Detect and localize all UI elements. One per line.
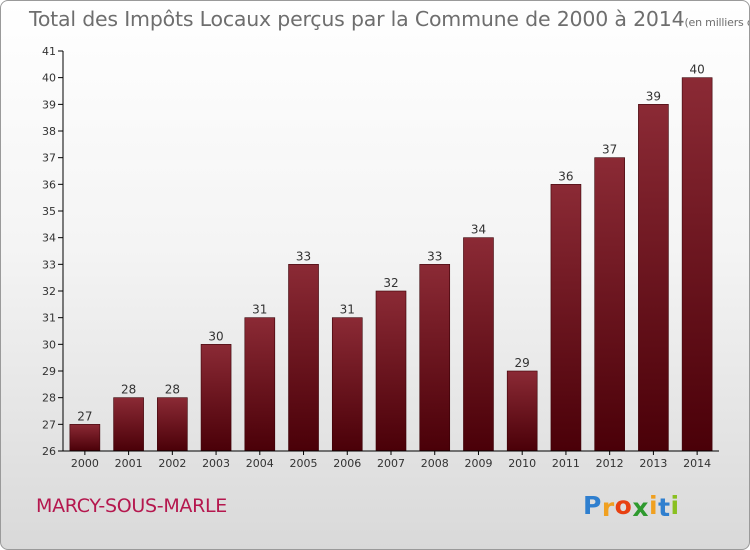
bar-2003	[200, 344, 232, 452]
bar-2011	[550, 184, 582, 452]
y-tick-label-38: 38	[42, 125, 56, 138]
x-tick-label-2011: 2011	[552, 457, 580, 470]
data-label-2001: 28	[121, 383, 136, 397]
data-label-2011: 36	[558, 169, 573, 183]
y-tick-label-35: 35	[42, 205, 56, 218]
y-tick-label-37: 37	[42, 152, 56, 165]
bar-2000	[69, 424, 101, 452]
bar-2005	[288, 264, 319, 452]
y-tick-label-30: 30	[42, 338, 56, 351]
y-tick-label-34: 34	[42, 232, 56, 245]
data-label-2004: 31	[252, 303, 267, 317]
logo-letter: r	[601, 493, 615, 522]
data-label-2002: 28	[165, 383, 180, 397]
labels-group: 27 2000 28 2001 28 2002 30 2003 31 2004 33 2005 31 20…	[42, 45, 711, 470]
x-tick-label-2005: 2005	[290, 457, 318, 470]
bar-2013	[638, 104, 669, 452]
data-label-2000: 27	[77, 409, 92, 423]
data-label-2012: 37	[602, 143, 617, 157]
y-tick-label-29: 29	[42, 365, 56, 378]
chart-unit: (en milliers d'€)	[684, 16, 749, 29]
y-tick-label-41: 41	[42, 45, 56, 58]
bar-2006	[331, 317, 363, 452]
x-tick-label-2003: 2003	[202, 457, 230, 470]
data-label-2007: 32	[383, 276, 398, 290]
logo-letter: t	[658, 493, 671, 522]
bar-2009	[463, 237, 494, 452]
bar-2001	[113, 397, 144, 452]
logo-letter: x	[632, 493, 649, 522]
bar-2004	[244, 317, 276, 452]
commune-name: MARCY-SOUS-MARLE	[36, 495, 228, 517]
bar-2007	[375, 290, 407, 452]
x-tick-label-2006: 2006	[333, 457, 361, 470]
y-tick-label-33: 33	[42, 258, 56, 271]
proxiti-logo: Proxiti	[583, 491, 680, 522]
data-label-2008: 33	[427, 249, 442, 263]
y-tick-label-36: 36	[42, 178, 56, 191]
x-tick-label-2009: 2009	[464, 457, 492, 470]
bar-2010	[506, 370, 538, 452]
bar-2012	[594, 157, 625, 452]
bar-2002	[157, 397, 188, 452]
y-tick-label-26: 26	[42, 445, 56, 458]
data-label-2005: 33	[296, 249, 311, 263]
y-tick-label-32: 32	[42, 285, 56, 298]
axes-group	[58, 50, 719, 455]
data-label-2009: 34	[471, 223, 486, 237]
y-tick-label-27: 27	[42, 418, 56, 431]
x-tick-label-2012: 2012	[596, 457, 624, 470]
logo-letter: P	[583, 491, 602, 520]
bar-2008	[419, 264, 451, 452]
data-label-2013: 39	[646, 89, 661, 103]
x-tick-label-2001: 2001	[115, 457, 143, 470]
x-tick-label-2004: 2004	[246, 457, 274, 470]
data-label-2014: 40	[689, 63, 704, 77]
y-tick-label-28: 28	[42, 392, 56, 405]
data-label-2006: 31	[340, 303, 355, 317]
chart-title: Total des Impôts Locaux perçus par la Co…	[29, 7, 749, 31]
y-tick-label-40: 40	[42, 72, 56, 85]
x-tick-label-2010: 2010	[508, 457, 536, 470]
chart-title-text: Total des Impôts Locaux perçus par la Co…	[29, 7, 685, 31]
y-tick-label-31: 31	[42, 312, 56, 325]
y-tick-label-39: 39	[42, 98, 56, 111]
bars-group	[69, 77, 713, 452]
data-label-2010: 29	[515, 356, 530, 370]
logo-letter: o	[614, 491, 633, 520]
logo-letter: i	[670, 491, 680, 520]
bar-2014	[681, 77, 713, 452]
x-tick-label-2008: 2008	[421, 457, 449, 470]
data-label-2003: 30	[208, 329, 223, 343]
x-tick-label-2014: 2014	[683, 457, 711, 470]
x-tick-label-2013: 2013	[639, 457, 667, 470]
x-tick-label-2007: 2007	[377, 457, 405, 470]
x-tick-label-2002: 2002	[158, 457, 186, 470]
x-tick-label-2000: 2000	[71, 457, 99, 470]
logo-letter: i	[649, 491, 659, 520]
